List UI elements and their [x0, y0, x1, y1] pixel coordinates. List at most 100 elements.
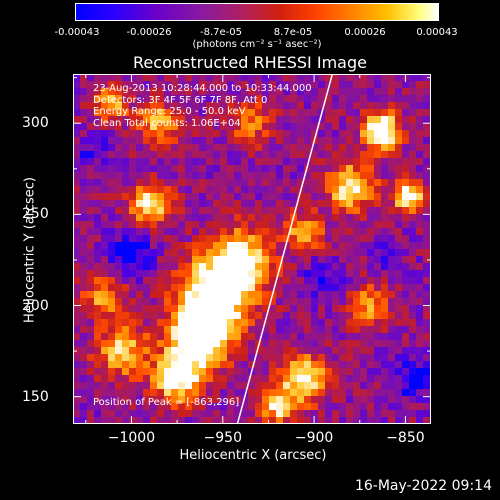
heatmap-cell — [178, 305, 186, 313]
heatmap-cell — [94, 207, 102, 215]
heatmap-cell — [339, 88, 347, 96]
heatmap-cell — [80, 389, 88, 397]
heatmap-cell — [339, 298, 347, 306]
heatmap-cell — [150, 382, 158, 390]
heatmap-cell — [276, 361, 284, 369]
heatmap-cell — [269, 396, 277, 404]
heatmap-cell — [80, 417, 88, 424]
heatmap-cell — [339, 200, 347, 208]
heatmap-cell — [192, 214, 200, 222]
heatmap-cell — [248, 172, 256, 180]
heatmap-cell — [402, 207, 410, 215]
heatmap-cell — [339, 172, 347, 180]
heatmap-cell — [115, 277, 123, 285]
heatmap-cell — [283, 137, 291, 145]
heatmap-cell — [115, 151, 123, 159]
heatmap-cell — [73, 130, 81, 138]
heatmap-cell — [395, 396, 403, 404]
heatmap-cell — [346, 235, 354, 243]
heatmap-cell — [304, 130, 312, 138]
heatmap-cell — [150, 235, 158, 243]
heatmap-cell — [234, 340, 242, 348]
heatmap-cell — [409, 291, 417, 299]
heatmap-cell — [150, 340, 158, 348]
heatmap-cell — [129, 235, 137, 243]
heatmap-cell — [388, 382, 396, 390]
heatmap-cell — [262, 88, 270, 96]
heatmap-cell — [353, 186, 361, 194]
heatmap-cell — [136, 109, 144, 117]
heatmap-cell — [220, 102, 228, 110]
heatmap-cell — [227, 165, 235, 173]
heatmap-cell — [122, 95, 130, 103]
heatmap-cell — [388, 193, 396, 201]
heatmap-cell — [381, 417, 389, 424]
heatmap-cell — [360, 305, 368, 313]
heatmap-cell — [409, 410, 417, 418]
heatmap-cell — [234, 151, 242, 159]
heatmap-cell — [143, 165, 151, 173]
heatmap-cell — [115, 305, 123, 313]
heatmap-cell — [304, 158, 312, 166]
heatmap-cell — [206, 81, 214, 89]
heatmap-cell — [101, 256, 109, 264]
heatmap-cell — [353, 270, 361, 278]
heatmap-cell — [143, 347, 151, 355]
heatmap-cell — [108, 144, 116, 152]
heatmap-cell — [115, 221, 123, 229]
heatmap-cell — [318, 410, 326, 418]
heatmap-cell — [262, 172, 270, 180]
heatmap-cell — [164, 333, 172, 341]
heatmap-cell — [269, 326, 277, 334]
heatmap-cell — [192, 291, 200, 299]
heatmap-cell — [150, 417, 158, 424]
heatmap-cell — [227, 74, 235, 82]
heatmap-cell — [346, 214, 354, 222]
heatmap-cell — [423, 277, 431, 285]
heatmap-cell — [290, 74, 298, 82]
heatmap-cell — [395, 144, 403, 152]
heatmap-cell — [381, 221, 389, 229]
heatmap-cell — [325, 291, 333, 299]
heatmap-cell — [178, 382, 186, 390]
heatmap-cell — [248, 165, 256, 173]
heatmap-cell — [73, 116, 81, 124]
heatmap-cell — [297, 284, 305, 292]
heatmap-cell — [192, 263, 200, 271]
heatmap-cell — [185, 137, 193, 145]
heatmap-cell — [374, 347, 382, 355]
heatmap-cell — [262, 326, 270, 334]
heatmap-cell — [73, 319, 81, 327]
heatmap-cell — [115, 298, 123, 306]
heatmap-cell — [185, 193, 193, 201]
heatmap-cell — [353, 277, 361, 285]
heatmap-cell — [297, 340, 305, 348]
heatmap-cell — [213, 88, 221, 96]
heatmap-cell — [164, 354, 172, 362]
heatmap-cell — [290, 88, 298, 96]
heatmap-cell — [171, 326, 179, 334]
heatmap-cell — [129, 228, 137, 236]
heatmap-cell — [269, 333, 277, 341]
heatmap-cell — [360, 235, 368, 243]
heatmap-cell — [220, 375, 228, 383]
heatmap-cell — [213, 298, 221, 306]
heatmap-cell — [409, 235, 417, 243]
heatmap-cell — [423, 137, 431, 145]
heatmap-cell — [234, 396, 242, 404]
heatmap-cell — [332, 403, 340, 411]
heatmap-cell — [108, 368, 116, 376]
heatmap-cell — [192, 417, 200, 424]
heatmap-cell — [374, 172, 382, 180]
heatmap-cell — [269, 417, 277, 424]
heatmap-cell — [416, 396, 424, 404]
heatmap-cell — [297, 389, 305, 397]
heatmap-cell — [101, 172, 109, 180]
heatmap-cell — [395, 249, 403, 257]
heatmap-cell — [234, 298, 242, 306]
heatmap-cell — [311, 172, 319, 180]
heatmap-cell — [73, 88, 81, 96]
heatmap-cell — [108, 347, 116, 355]
heatmap-cell — [150, 137, 158, 145]
heatmap-cell — [402, 81, 410, 89]
